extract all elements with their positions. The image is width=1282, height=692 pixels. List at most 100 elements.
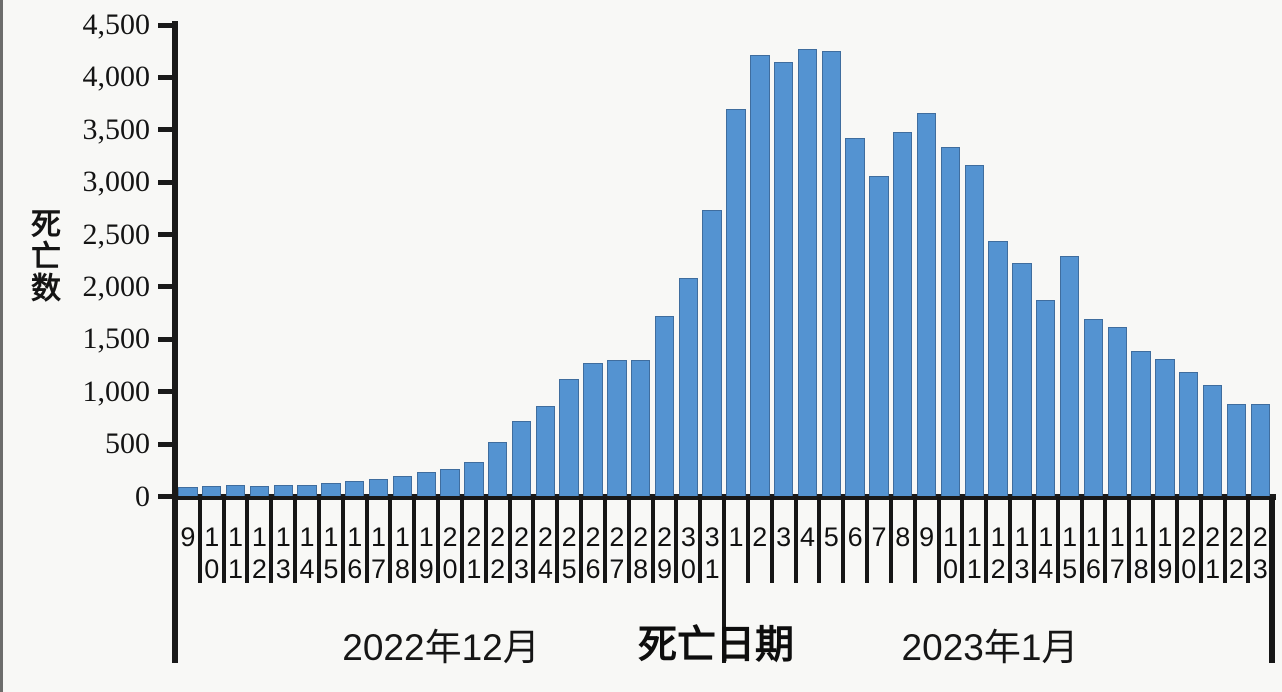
- x-tick-label-day-21: 2 1: [1205, 522, 1221, 584]
- bar-2022年12月-21: [464, 462, 484, 497]
- bar-2023年1月-21: [1202, 385, 1223, 497]
- x-tick-separator: [1127, 497, 1132, 583]
- y-tick-mark: [158, 494, 173, 499]
- x-tick-label-day-14: 1 4: [299, 522, 315, 584]
- bar-2023年1月-16: [1083, 319, 1104, 497]
- bar-2022年12月-12: [249, 486, 270, 497]
- bar-2023年1月-18: [1131, 350, 1151, 497]
- x-tick-separator: [579, 497, 584, 583]
- bar-2022年12月-29: [654, 316, 675, 497]
- x-tick-label-day-16: 1 6: [347, 522, 363, 584]
- x-tick-separator: [531, 497, 536, 583]
- bar-2023年1月-11: [964, 165, 984, 497]
- bar-2022年12月-10: [202, 486, 222, 497]
- x-tick-separator: [245, 497, 250, 583]
- bar-2022年12月-23: [511, 421, 532, 497]
- x-tick-label-day-9: 9: [180, 522, 196, 552]
- x-tick-separator: [1151, 497, 1156, 583]
- x-tick-separator: [1008, 497, 1013, 583]
- bar-2023年1月-9: [916, 113, 937, 497]
- y-tick-label: 2,000: [82, 269, 151, 303]
- y-tick-mark: [158, 232, 173, 238]
- x-tick-label-day-31: 3 1: [704, 522, 720, 584]
- x-tick-label-day-10: 1 0: [204, 522, 220, 584]
- x-tick-separator: [269, 497, 274, 583]
- y-tick-mark: [158, 74, 173, 80]
- x-tick-separator: [602, 497, 607, 583]
- x-tick-label-day-28: 2 8: [633, 522, 649, 584]
- x-tick-separator: [412, 497, 417, 583]
- x-tick-label-day-3: 3: [776, 522, 792, 552]
- bar-2023年1月-3: [773, 61, 794, 497]
- x-tick-label-day-26: 2 6: [585, 522, 601, 584]
- bar-2022年12月-27: [607, 360, 627, 497]
- bar-2022年12月-18: [392, 475, 413, 497]
- y-tick-label: 1,000: [82, 374, 151, 408]
- month-label-january: 2023年1月: [901, 627, 1079, 668]
- x-tick-label-day-16: 1 6: [1085, 522, 1101, 584]
- x-tick-label-day-10: 1 0: [942, 522, 958, 584]
- x-tick-separator: [1079, 497, 1084, 583]
- x-tick-label-day-17: 1 7: [1109, 522, 1125, 584]
- bar-2023年1月-8: [893, 131, 913, 497]
- x-tick-separator: [1103, 497, 1108, 583]
- y-axis-line: [172, 21, 178, 663]
- bar-2023年1月-7: [869, 175, 889, 497]
- x-tick-separator: [388, 497, 393, 583]
- x-tick-label-day-24: 2 4: [537, 522, 553, 584]
- x-tick-separator: [436, 497, 441, 583]
- x-tick-label-day-19: 1 9: [1157, 522, 1173, 584]
- month-divider-line: [722, 497, 727, 663]
- bar-2022年12月-15: [321, 483, 341, 497]
- x-tick-label-day-17: 1 7: [371, 522, 387, 584]
- x-tick-separator: [1246, 497, 1251, 583]
- x-tick-separator: [626, 497, 631, 583]
- x-tick-label-day-18: 1 8: [1133, 522, 1149, 584]
- x-tick-separator: [817, 497, 822, 583]
- bar-2022年12月-22: [487, 442, 508, 497]
- x-tick-separator: [650, 497, 655, 583]
- month-label-december: 2022年12月: [342, 627, 540, 668]
- x-tick-separator: [293, 497, 298, 583]
- bar-2023年1月-5: [821, 51, 841, 497]
- x-tick-label-day-27: 2 7: [609, 522, 625, 584]
- bar-2023年1月-2: [750, 55, 770, 497]
- bar-2022年12月-31: [702, 210, 722, 497]
- x-tick-separator: [888, 497, 893, 583]
- bar-2022年12月-28: [630, 360, 651, 497]
- x-tick-label-day-22: 2 2: [490, 522, 506, 584]
- x-tick-label-day-13: 1 3: [275, 522, 291, 584]
- bar-2022年12月-11: [225, 485, 246, 497]
- bar-2022年12月-26: [583, 363, 603, 497]
- x-tick-label-day-12: 1 2: [990, 522, 1006, 584]
- x-tick-label-day-21: 2 1: [466, 522, 482, 584]
- bar-2023年1月-15: [1059, 255, 1080, 497]
- bar-2022年12月-14: [297, 484, 317, 497]
- x-tick-separator: [1031, 497, 1036, 583]
- x-tick-label-day-14: 1 4: [1038, 522, 1054, 584]
- x-tick-separator: [316, 497, 321, 583]
- bar-2022年12月-16: [345, 481, 365, 497]
- bar-2023年1月-6: [845, 138, 865, 497]
- x-tick-separator: [555, 497, 560, 583]
- x-tick-label-day-4: 4: [799, 522, 815, 552]
- x-tick-label-day-23: 2 3: [514, 522, 530, 584]
- bar-2022年12月-30: [678, 277, 699, 497]
- x-tick-separator: [698, 497, 703, 583]
- bar-2023年1月-14: [1036, 299, 1056, 497]
- y-tick-mark: [158, 389, 173, 395]
- x-tick-label-day-9: 9: [919, 522, 935, 552]
- y-tick-mark: [158, 179, 173, 185]
- x-tick-label-day-20: 2 0: [442, 522, 458, 584]
- y-tick-label: 2,500: [82, 217, 151, 251]
- x-tick-separator: [936, 497, 941, 583]
- x-tick-separator: [912, 497, 917, 583]
- bar-2023年1月-17: [1107, 326, 1127, 497]
- x-tick-separator: [865, 497, 870, 583]
- photo-left-edge: [0, 0, 3, 692]
- x-tick-label-day-6: 6: [847, 522, 863, 552]
- y-axis-title: 死亡数: [25, 208, 60, 304]
- x-tick-separator: [364, 497, 369, 583]
- x-tick-separator: [674, 497, 679, 583]
- x-axis-title: 死亡日期: [637, 622, 794, 668]
